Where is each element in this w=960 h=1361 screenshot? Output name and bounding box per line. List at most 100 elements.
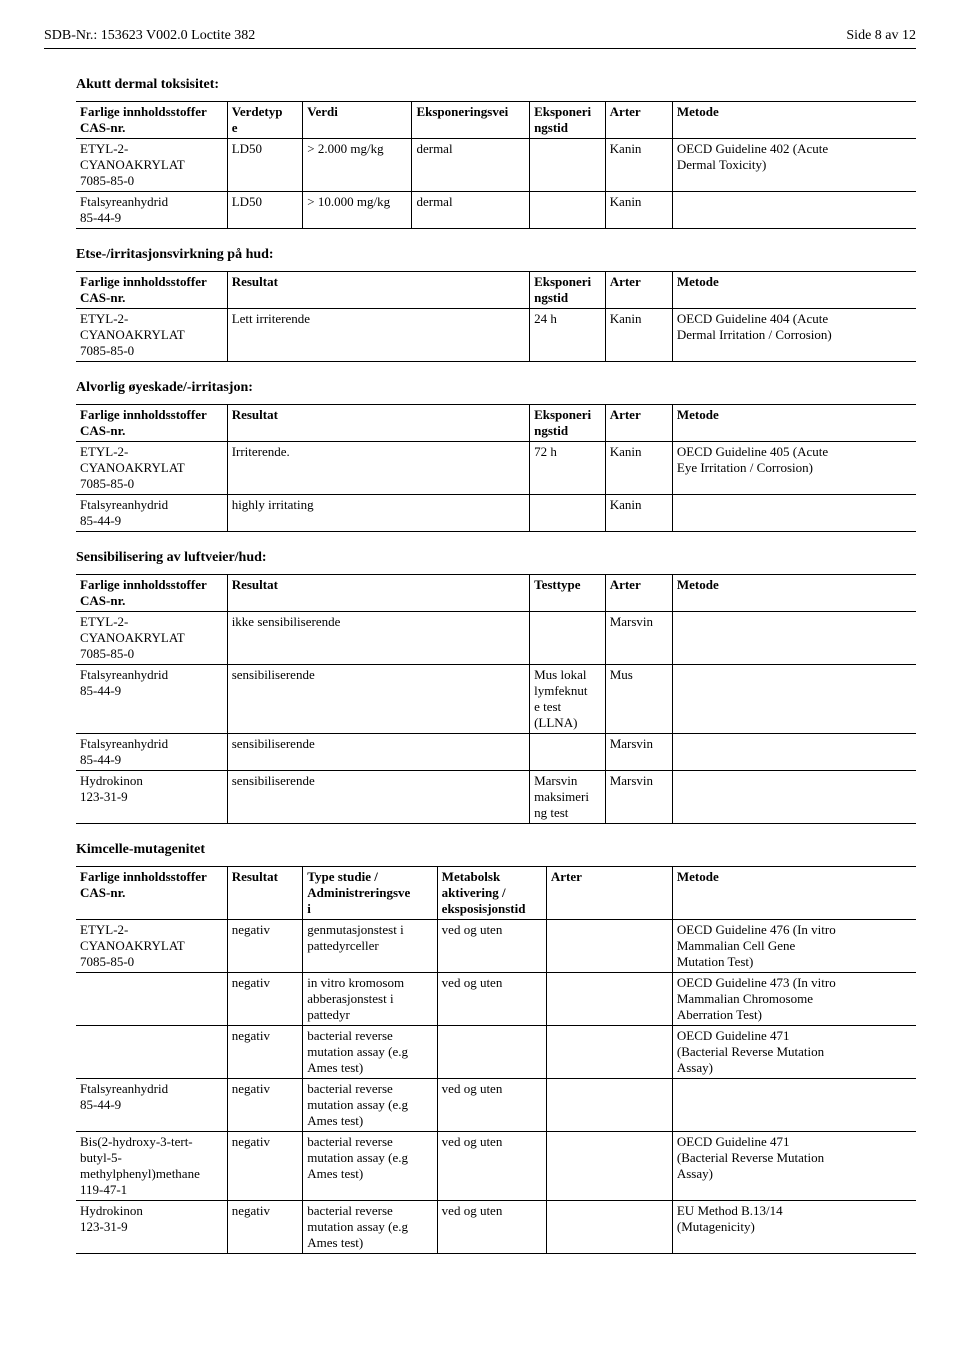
table-row: negativ bacterial reversemutation assay … [76, 1026, 916, 1079]
cell: bacterial reversemutation assay (e.gAmes… [303, 1201, 437, 1254]
cell: > 2.000 mg/kg [303, 139, 412, 192]
col-metode: Metode [672, 102, 916, 139]
cell: Marsvin [605, 771, 672, 824]
cell: OECD Guideline 473 (In vitroMammalian Ch… [672, 973, 916, 1026]
cell: highly irritating [227, 495, 529, 532]
table-row: Ftalsyreanhydrid85-44-9 LD50 > 10.000 mg… [76, 192, 916, 229]
cell: negativ [227, 1079, 303, 1132]
cell: sensibiliserende [227, 665, 529, 734]
cell [546, 1132, 672, 1201]
page-header: SDB-Nr.: 153623 V002.0 Loctite 382 Side … [44, 28, 916, 44]
col-testtype: Testtype [530, 575, 606, 612]
col-verdi: Verdi [303, 102, 412, 139]
col-substance: Farlige innholdsstofferCAS-nr. [76, 405, 227, 442]
cell: Hydrokinon123-31-9 [76, 1201, 227, 1254]
cell: 72 h [530, 442, 606, 495]
table-mutagen: Farlige innholdsstofferCAS-nr. Resultat … [76, 866, 916, 1254]
cell: Ftalsyreanhydrid85-44-9 [76, 495, 227, 532]
cell [546, 1201, 672, 1254]
cell: Ftalsyreanhydrid85-44-9 [76, 1079, 227, 1132]
cell: OECD Guideline 471(Bacterial Reverse Mut… [672, 1132, 916, 1201]
cell: Bis(2-hydroxy-3-tert-butyl-5-methylpheny… [76, 1132, 227, 1201]
header-left: SDB-Nr.: 153623 V002.0 Loctite 382 [44, 28, 255, 44]
cell [546, 1026, 672, 1079]
cell: Kanin [605, 139, 672, 192]
table-row: ETYL-2-CYANOAKRYLAT7085-85-0 Irriterende… [76, 442, 916, 495]
cell: Kanin [605, 442, 672, 495]
table-row: Ftalsyreanhydrid85-44-9 highly irritatin… [76, 495, 916, 532]
cell [530, 734, 606, 771]
section-skin: Etse-/irritasjonsvirkning på hud: [76, 247, 916, 263]
cell: OECD Guideline 402 (AcuteDermal Toxicity… [672, 139, 916, 192]
cell: negativ [227, 1132, 303, 1201]
cell: > 10.000 mg/kg [303, 192, 412, 229]
cell: OECD Guideline 471(Bacterial Reverse Mut… [672, 1026, 916, 1079]
cell: OECD Guideline 405 (AcuteEye Irritation … [672, 442, 916, 495]
cell [530, 139, 606, 192]
col-resultat: Resultat [227, 575, 529, 612]
cell: Irriterende. [227, 442, 529, 495]
cell: sensibiliserende [227, 771, 529, 824]
cell [672, 495, 916, 532]
cell: ETYL-2-CYANOAKRYLAT7085-85-0 [76, 442, 227, 495]
cell: in vitro kromosomabberasjonstest ipatted… [303, 973, 437, 1026]
cell: ved og uten [437, 920, 546, 973]
col-studie: Type studie /Administreringsvei [303, 867, 437, 920]
table-row: ETYL-2-CYANOAKRYLAT7085-85-0 ikke sensib… [76, 612, 916, 665]
cell: bacterial reversemutation assay (e.gAmes… [303, 1132, 437, 1201]
table-row: Ftalsyreanhydrid85-44-9 negativ bacteria… [76, 1079, 916, 1132]
cell [530, 192, 606, 229]
cell: Ftalsyreanhydrid85-44-9 [76, 192, 227, 229]
col-substance: Farlige innholdsstofferCAS-nr. [76, 575, 227, 612]
cell: Marsvinmaksimering test [530, 771, 606, 824]
table-row: Hydrokinon123-31-9 sensibiliserende Mars… [76, 771, 916, 824]
cell: genmutasjonstest ipattedyrceller [303, 920, 437, 973]
col-resultat: Resultat [227, 272, 529, 309]
col-exptid: Eksponeringstid [530, 102, 606, 139]
col-metode: Metode [672, 575, 916, 612]
cell [437, 1026, 546, 1079]
cell: sensibiliserende [227, 734, 529, 771]
col-exptid: Eksponeringstid [530, 272, 606, 309]
cell: Kanin [605, 192, 672, 229]
col-exptid: Eksponeringstid [530, 405, 606, 442]
cell [672, 665, 916, 734]
cell: negativ [227, 920, 303, 973]
cell [672, 1079, 916, 1132]
col-metode: Metode [672, 272, 916, 309]
cell: ETYL-2-CYANOAKRYLAT7085-85-0 [76, 309, 227, 362]
col-substance: Farlige innholdsstofferCAS-nr. [76, 272, 227, 309]
cell: EU Method B.13/14(Mutagenicity) [672, 1201, 916, 1254]
section-sens: Sensibilisering av luftveier/hud: [76, 550, 916, 566]
cell: Marsvin [605, 734, 672, 771]
cell: ved og uten [437, 973, 546, 1026]
table-row: ETYL-2-CYANOAKRYLAT7085-85-0 LD50 > 2.00… [76, 139, 916, 192]
cell [530, 612, 606, 665]
cell: Ftalsyreanhydrid85-44-9 [76, 734, 227, 771]
cell: ETYL-2-CYANOAKRYLAT7085-85-0 [76, 139, 227, 192]
cell: negativ [227, 1026, 303, 1079]
col-arter: Arter [546, 867, 672, 920]
col-arter: Arter [605, 102, 672, 139]
col-substance: Farlige innholdsstofferCAS-nr. [76, 102, 227, 139]
cell: Marsvin [605, 612, 672, 665]
cell [672, 612, 916, 665]
cell [672, 192, 916, 229]
cell: Mus [605, 665, 672, 734]
table-row: Hydrokinon123-31-9 negativ bacterial rev… [76, 1201, 916, 1254]
cell [672, 734, 916, 771]
cell [546, 920, 672, 973]
cell: negativ [227, 973, 303, 1026]
cell: Mus lokallymfeknute test(LLNA) [530, 665, 606, 734]
section-dermal-tox: Akutt dermal toksisitet: [76, 77, 916, 93]
col-arter: Arter [605, 405, 672, 442]
cell: OECD Guideline 404 (AcuteDermal Irritati… [672, 309, 916, 362]
cell: Hydrokinon123-31-9 [76, 771, 227, 824]
table-row: Ftalsyreanhydrid85-44-9 sensibiliserende… [76, 734, 916, 771]
col-metode: Metode [672, 867, 916, 920]
table-row: Ftalsyreanhydrid85-44-9 sensibiliserende… [76, 665, 916, 734]
col-metode: Metode [672, 405, 916, 442]
header-rule [44, 48, 916, 49]
header-right: Side 8 av 12 [846, 28, 916, 44]
col-substance: Farlige innholdsstofferCAS-nr. [76, 867, 227, 920]
